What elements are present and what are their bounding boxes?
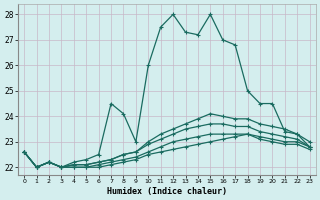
- X-axis label: Humidex (Indice chaleur): Humidex (Indice chaleur): [107, 187, 227, 196]
